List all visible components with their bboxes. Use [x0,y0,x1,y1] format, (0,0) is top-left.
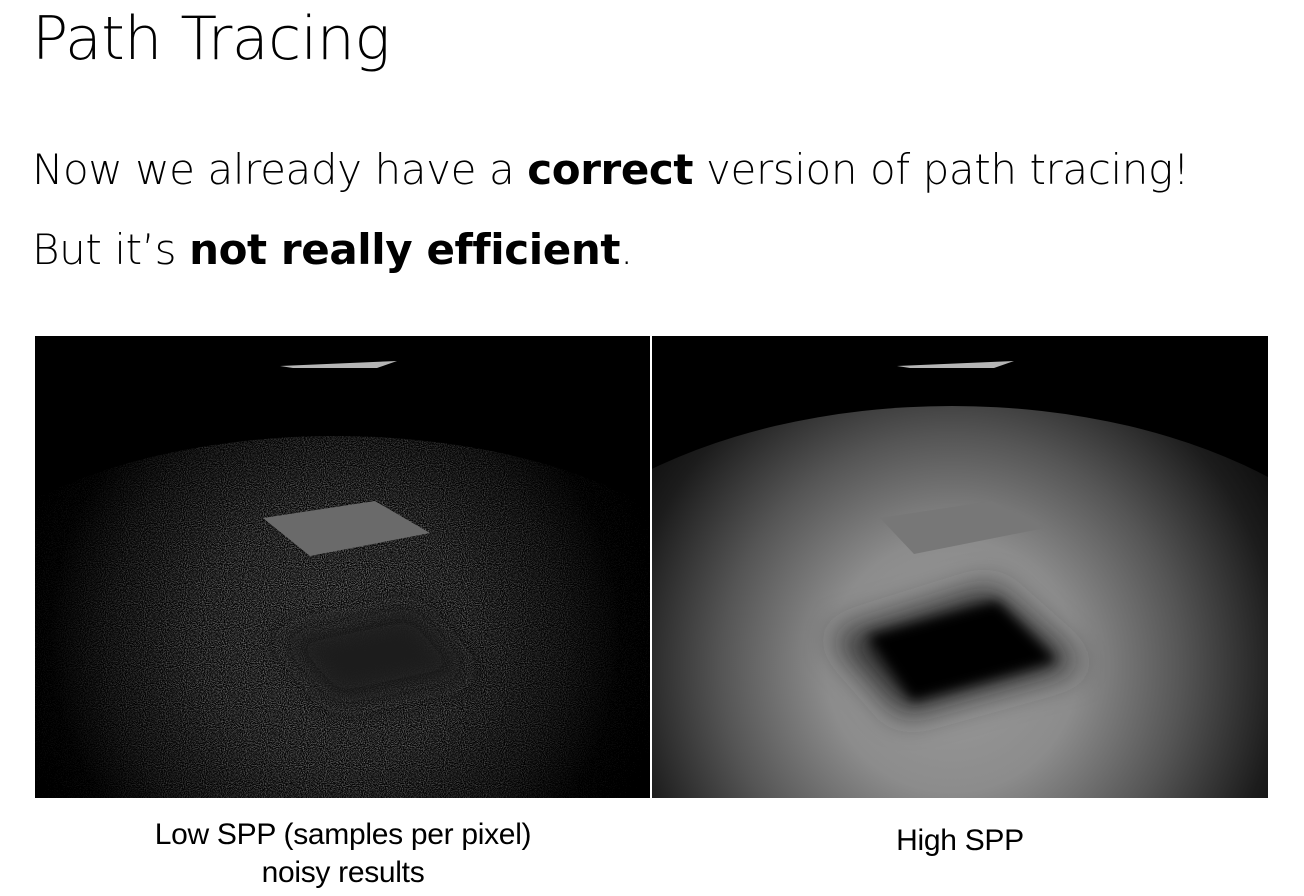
slide-title: Path Tracing [32,4,390,74]
occluder-panel-shape [263,501,430,556]
area-light-shape [280,361,397,368]
high-spp-render-image [652,336,1268,798]
statement-correct-prefix: Now we already have a [32,145,528,194]
statement-correct-suffix: version of path tracing! [693,145,1190,194]
area-light-shape-2 [897,361,1014,368]
occluder-panel-shape-2 [880,501,1045,554]
low-spp-caption-line1: Low SPP (samples per pixel) [154,818,532,851]
floor-shadow-shape [275,606,475,706]
floor-umbra-shape [867,601,1057,701]
statement-efficiency: But it’s not really efficient. [32,225,633,275]
statement-efficiency-prefix: But it’s [32,225,190,274]
high-spp-caption: High SPP [652,822,1268,860]
statement-correct: Now we already have a correct version of… [32,145,1190,195]
low-spp-caption: Low SPP (samples per pixel) noisy result… [35,816,651,892]
statement-efficiency-emphasis: not really efficient [189,225,621,274]
figure-divider [650,336,652,798]
high-spp-caption-line1: High SPP [896,824,1024,857]
noisy-floor-area [35,436,651,798]
statement-efficiency-suffix: . [620,225,633,274]
statement-correct-emphasis: correct [527,145,694,194]
low-spp-render-image [35,336,651,798]
low-spp-caption-line2: noisy results [261,856,425,889]
